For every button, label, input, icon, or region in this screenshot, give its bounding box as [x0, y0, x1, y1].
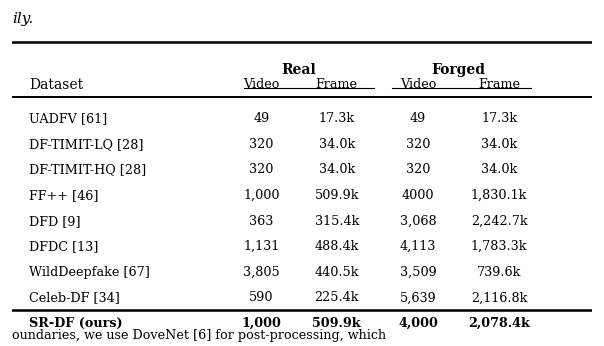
- Text: 1,000: 1,000: [243, 189, 280, 202]
- Text: 4,000: 4,000: [398, 317, 438, 330]
- Text: Video: Video: [400, 78, 436, 91]
- Text: 1,131: 1,131: [243, 240, 280, 253]
- Text: 49: 49: [253, 112, 269, 125]
- Text: Real: Real: [281, 63, 316, 76]
- Text: 320: 320: [249, 138, 274, 151]
- Text: 440.5k: 440.5k: [315, 266, 359, 279]
- Text: 3,509: 3,509: [400, 266, 436, 279]
- Text: oundaries, we use DoveNet [6] for post-processing, which: oundaries, we use DoveNet [6] for post-p…: [12, 329, 386, 342]
- Text: DF-TIMIT-HQ [28]: DF-TIMIT-HQ [28]: [30, 163, 147, 176]
- Text: 1,000: 1,000: [242, 317, 281, 330]
- Text: DF-TIMIT-LQ [28]: DF-TIMIT-LQ [28]: [30, 138, 144, 151]
- Text: Frame: Frame: [316, 78, 358, 91]
- Text: 320: 320: [406, 163, 430, 176]
- Text: 17.3k: 17.3k: [481, 112, 517, 125]
- Text: 34.0k: 34.0k: [319, 138, 355, 151]
- Text: 225.4k: 225.4k: [315, 291, 359, 304]
- Text: 4000: 4000: [402, 189, 434, 202]
- Text: Dataset: Dataset: [30, 78, 83, 92]
- Text: 4,113: 4,113: [400, 240, 436, 253]
- Text: 488.4k: 488.4k: [315, 240, 359, 253]
- Text: Celeb-DF [34]: Celeb-DF [34]: [30, 291, 120, 304]
- Text: Frame: Frame: [478, 78, 520, 91]
- Text: Video: Video: [243, 78, 280, 91]
- Text: 3,068: 3,068: [400, 215, 436, 228]
- Text: 1,783.3k: 1,783.3k: [471, 240, 527, 253]
- Text: WildDeepfake [67]: WildDeepfake [67]: [30, 266, 150, 279]
- Text: 590: 590: [249, 291, 274, 304]
- Text: 315.4k: 315.4k: [315, 215, 359, 228]
- Text: 320: 320: [406, 138, 430, 151]
- Text: 320: 320: [249, 163, 274, 176]
- Text: DFDC [13]: DFDC [13]: [30, 240, 99, 253]
- Text: 509.9k: 509.9k: [312, 317, 361, 330]
- Text: 739.6k: 739.6k: [477, 266, 521, 279]
- Text: 2,078.4k: 2,078.4k: [468, 317, 530, 330]
- Text: 2,116.8k: 2,116.8k: [471, 291, 527, 304]
- Text: 5,639: 5,639: [400, 291, 436, 304]
- Text: 17.3k: 17.3k: [319, 112, 355, 125]
- Text: 509.9k: 509.9k: [315, 189, 359, 202]
- Text: 34.0k: 34.0k: [319, 163, 355, 176]
- Text: 1,830.1k: 1,830.1k: [471, 189, 527, 202]
- Text: SR-DF (ours): SR-DF (ours): [30, 317, 123, 330]
- Text: FF++ [46]: FF++ [46]: [30, 189, 99, 202]
- Text: ily.: ily.: [12, 12, 33, 26]
- Text: DFD [9]: DFD [9]: [30, 215, 81, 228]
- Text: UADFV [61]: UADFV [61]: [30, 112, 108, 125]
- Text: 34.0k: 34.0k: [481, 163, 517, 176]
- Text: 363: 363: [249, 215, 274, 228]
- Text: 3,805: 3,805: [243, 266, 280, 279]
- Text: Forged: Forged: [431, 63, 486, 76]
- Text: 49: 49: [410, 112, 426, 125]
- Text: 34.0k: 34.0k: [481, 138, 517, 151]
- Text: 2,242.7k: 2,242.7k: [471, 215, 527, 228]
